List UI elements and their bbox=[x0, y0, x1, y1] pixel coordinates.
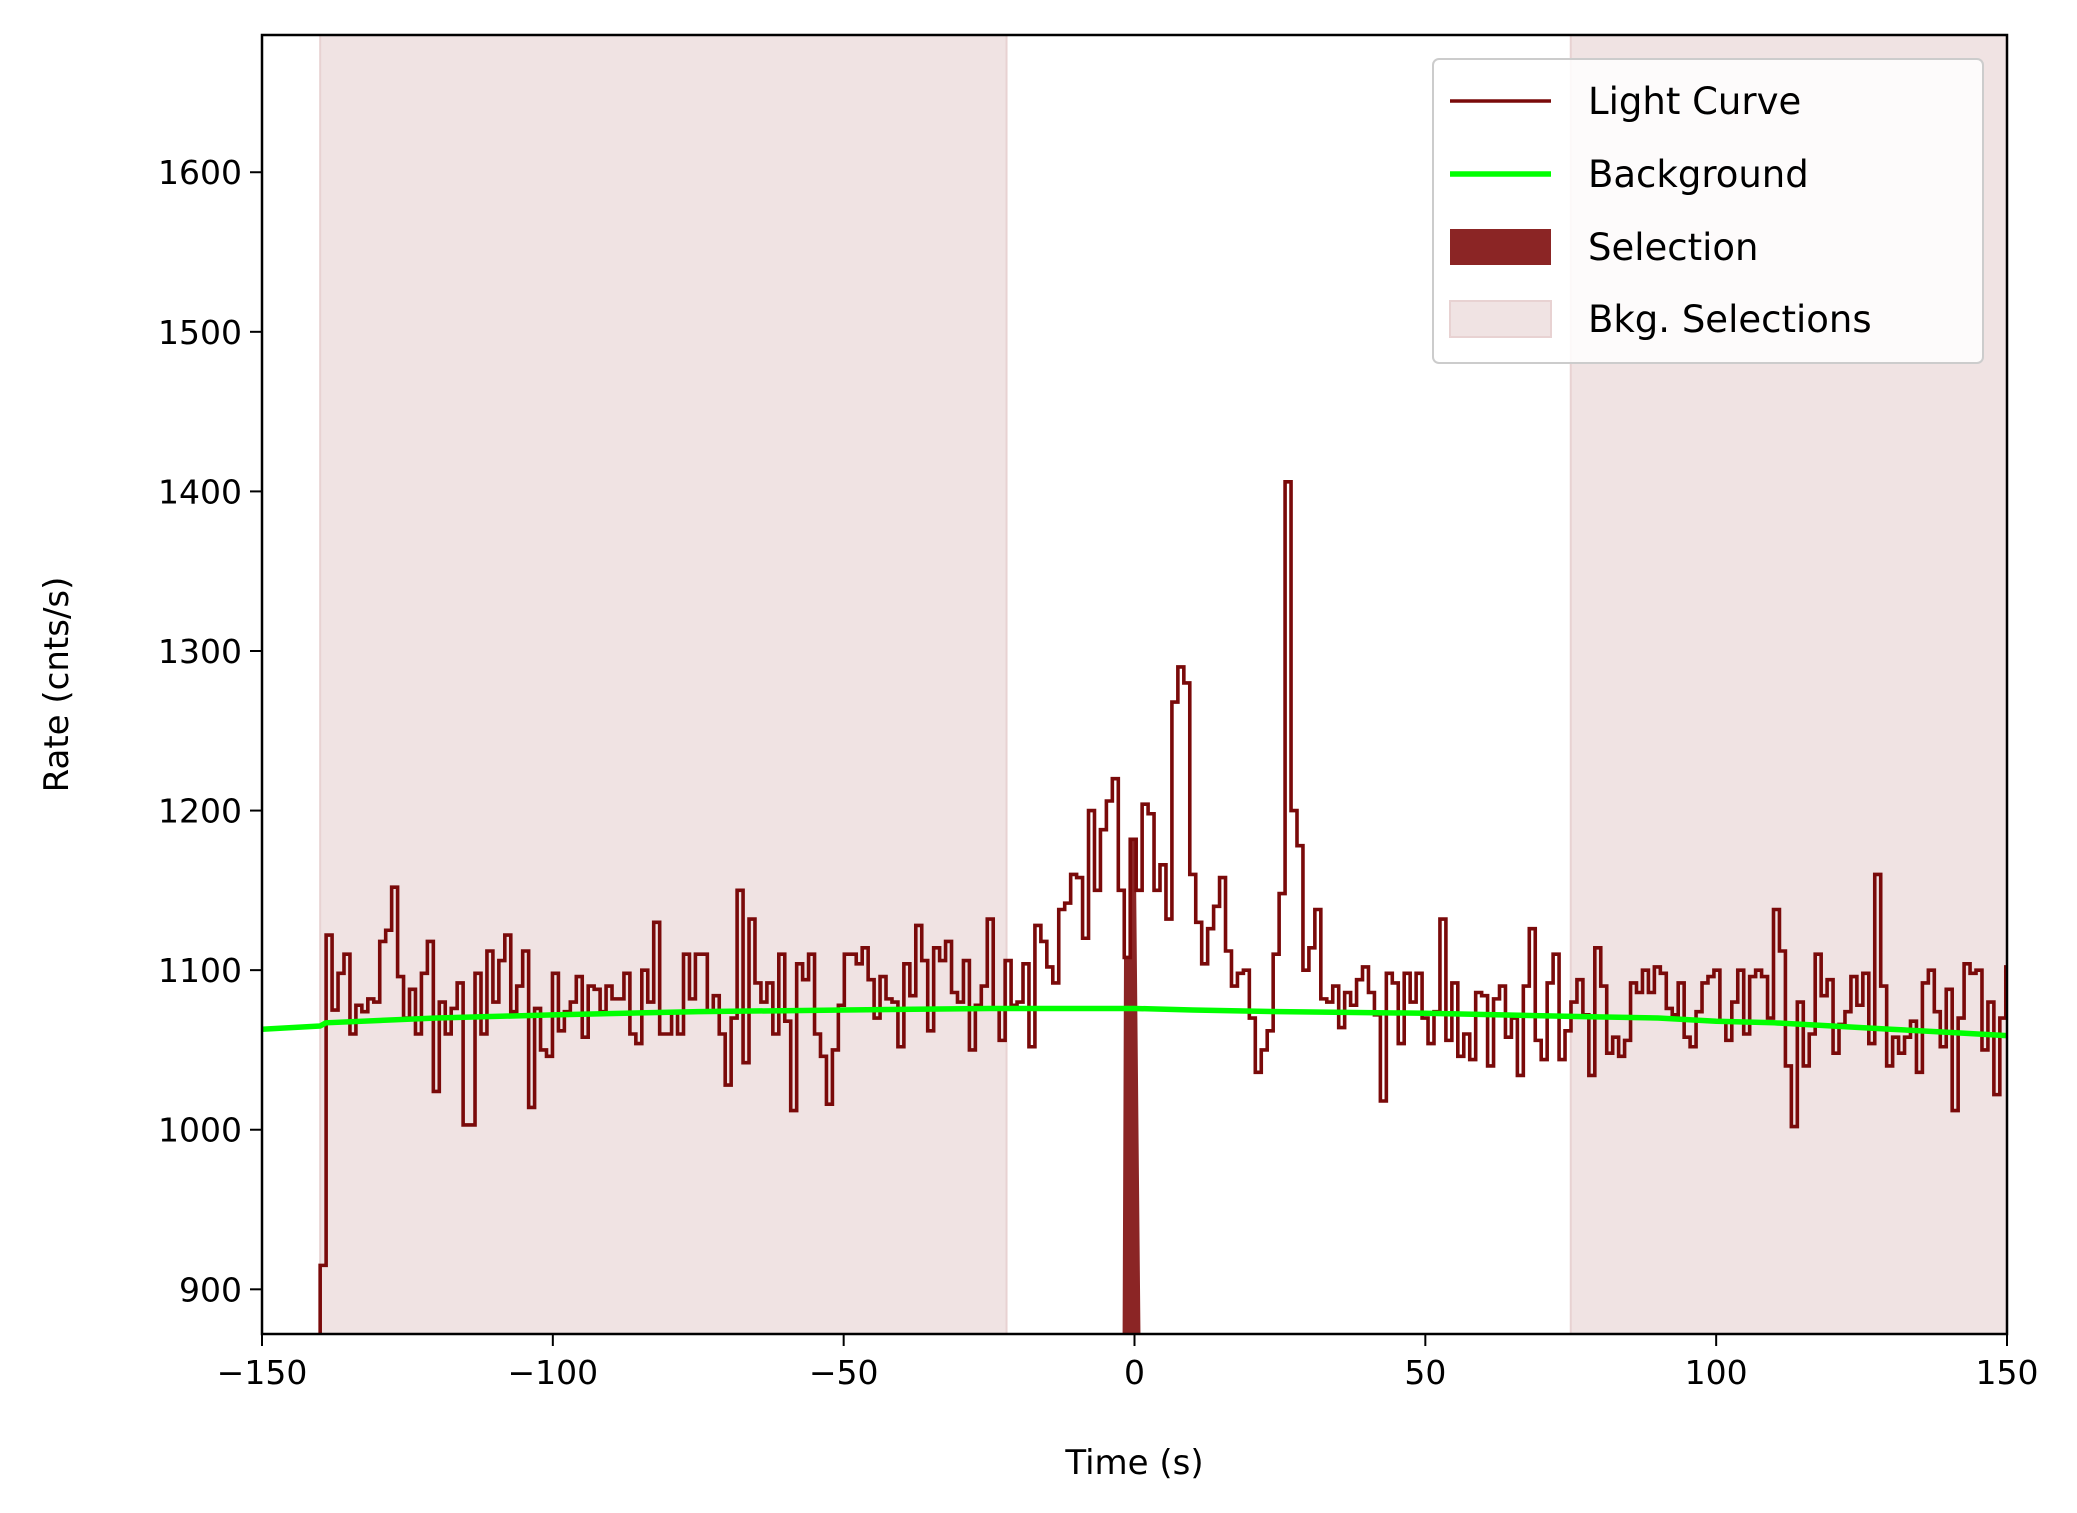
legend-label: Background bbox=[1588, 153, 1809, 196]
x-tick-label: 50 bbox=[1404, 1353, 1446, 1392]
legend: Light Curve Background Selection Bkg. Selec… bbox=[1432, 58, 1984, 364]
x-tick-label: −100 bbox=[508, 1353, 599, 1392]
y-tick-label: 1200 bbox=[158, 792, 242, 831]
x-tick-label: 150 bbox=[1976, 1353, 2039, 1392]
y-tick-label: 1500 bbox=[158, 313, 242, 352]
x-tick-label: −50 bbox=[809, 1353, 879, 1392]
x-tick-label: −150 bbox=[217, 1353, 308, 1392]
x-axis: −150 −100 −50 0 50 100 150 bbox=[217, 1334, 2039, 1392]
legend-label: Selection bbox=[1588, 226, 1759, 269]
y-axis-label: Rate (cnts/s) bbox=[37, 577, 77, 793]
x-tick-label: 0 bbox=[1124, 1353, 1145, 1392]
y-tick-label: 1400 bbox=[158, 472, 242, 511]
legend-label: Light Curve bbox=[1588, 80, 1801, 123]
y-tick-label: 900 bbox=[179, 1270, 242, 1309]
y-tick-label: 1100 bbox=[158, 951, 242, 990]
x-axis-label: Time (s) bbox=[1064, 1443, 1203, 1483]
y-tick-label: 1000 bbox=[158, 1111, 242, 1150]
selection-layer bbox=[1122, 839, 1141, 1334]
bkg-selection-region-0 bbox=[320, 35, 1007, 1334]
legend-swatch-patch bbox=[1450, 229, 1551, 265]
y-tick-label: 1300 bbox=[158, 632, 242, 671]
background-line bbox=[262, 1005, 2007, 1039]
legend-swatch-patch bbox=[1449, 300, 1552, 338]
y-tick-label: 1600 bbox=[158, 153, 242, 192]
selection-region bbox=[1122, 839, 1141, 1334]
background-layer bbox=[262, 1005, 2007, 1039]
legend-box bbox=[1432, 58, 1984, 364]
y-axis: 900 1000 1100 1200 1300 1400 1500 1600 bbox=[158, 153, 262, 1309]
x-tick-label: 100 bbox=[1685, 1353, 1748, 1392]
legend-label: Bkg. Selections bbox=[1588, 298, 1872, 341]
light-curve-layer bbox=[318, 480, 2007, 1334]
light-curve-line bbox=[318, 480, 2007, 1334]
